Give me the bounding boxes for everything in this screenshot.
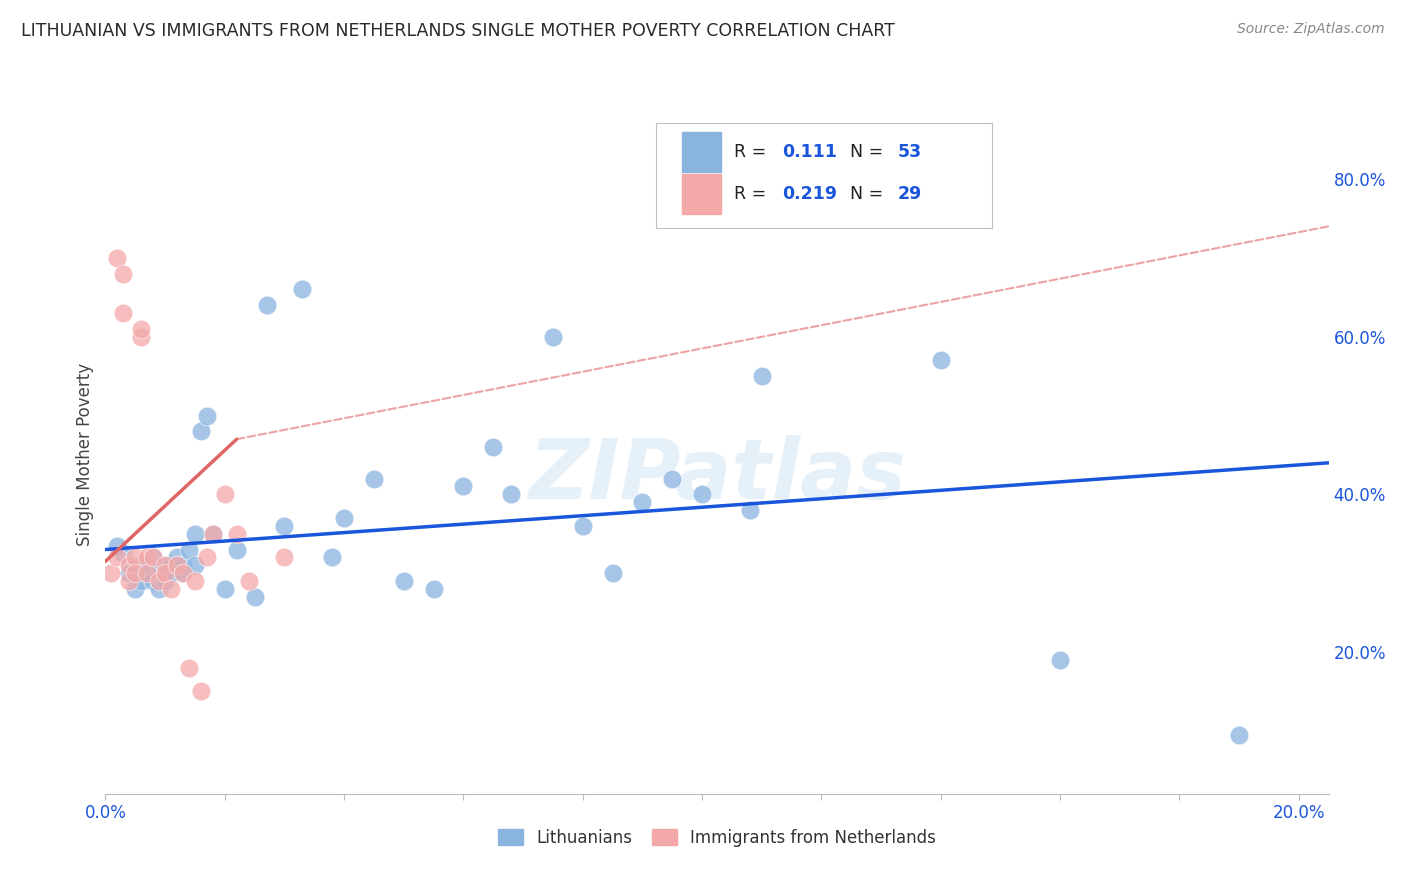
Point bbox=[225, 542, 247, 557]
Point bbox=[136, 550, 159, 565]
Point bbox=[453, 479, 475, 493]
Point bbox=[100, 566, 122, 581]
Point bbox=[363, 472, 385, 486]
Point bbox=[172, 566, 194, 581]
Point bbox=[172, 566, 194, 581]
FancyBboxPatch shape bbox=[682, 132, 721, 172]
Point bbox=[129, 329, 152, 343]
Point bbox=[118, 574, 141, 588]
Point bbox=[661, 472, 683, 486]
Point bbox=[602, 566, 624, 581]
Point bbox=[177, 542, 200, 557]
Text: R =: R = bbox=[734, 185, 772, 202]
Point bbox=[273, 550, 295, 565]
Point bbox=[214, 487, 236, 501]
Point bbox=[118, 566, 141, 581]
Point bbox=[124, 566, 146, 581]
Point bbox=[105, 539, 128, 553]
Point bbox=[333, 511, 356, 525]
Point bbox=[631, 495, 654, 509]
Point bbox=[321, 550, 343, 565]
Point bbox=[129, 574, 152, 588]
Point bbox=[129, 558, 152, 573]
Point bbox=[225, 526, 247, 541]
Point bbox=[214, 582, 236, 596]
Point bbox=[153, 566, 176, 581]
Text: ZIPatlas: ZIPatlas bbox=[529, 434, 905, 516]
Point bbox=[501, 487, 523, 501]
FancyBboxPatch shape bbox=[682, 174, 721, 214]
Point bbox=[142, 574, 165, 588]
Point bbox=[201, 526, 224, 541]
Point bbox=[136, 566, 159, 581]
Text: R =: R = bbox=[734, 143, 772, 161]
Point bbox=[238, 574, 260, 588]
Point bbox=[124, 582, 146, 596]
Point bbox=[572, 519, 595, 533]
Point bbox=[690, 487, 713, 501]
Point bbox=[195, 550, 218, 565]
Point bbox=[738, 503, 761, 517]
Point bbox=[148, 574, 170, 588]
Point bbox=[422, 582, 444, 596]
Point bbox=[172, 558, 194, 573]
Text: LITHUANIAN VS IMMIGRANTS FROM NETHERLANDS SINGLE MOTHER POVERTY CORRELATION CHAR: LITHUANIAN VS IMMIGRANTS FROM NETHERLAND… bbox=[21, 22, 896, 40]
Point bbox=[160, 582, 183, 596]
Point bbox=[273, 519, 295, 533]
Text: 0.219: 0.219 bbox=[782, 185, 837, 202]
Point bbox=[184, 558, 207, 573]
Point bbox=[166, 550, 188, 565]
Point bbox=[751, 369, 773, 384]
Text: 0.111: 0.111 bbox=[782, 143, 837, 161]
Point bbox=[184, 574, 207, 588]
Y-axis label: Single Mother Poverty: Single Mother Poverty bbox=[76, 363, 94, 547]
Legend: Lithuanians, Immigrants from Netherlands: Lithuanians, Immigrants from Netherlands bbox=[491, 822, 943, 854]
Text: 29: 29 bbox=[898, 185, 922, 202]
Point bbox=[1049, 653, 1071, 667]
Point bbox=[160, 566, 183, 581]
Text: Source: ZipAtlas.com: Source: ZipAtlas.com bbox=[1237, 22, 1385, 37]
Point bbox=[118, 558, 141, 573]
Point bbox=[142, 550, 165, 565]
Text: N =: N = bbox=[851, 143, 889, 161]
Point bbox=[136, 558, 159, 573]
Point bbox=[124, 566, 146, 581]
Text: 53: 53 bbox=[898, 143, 922, 161]
Point bbox=[291, 282, 314, 296]
Point bbox=[184, 526, 207, 541]
Point bbox=[124, 550, 146, 565]
Point bbox=[148, 558, 170, 573]
FancyBboxPatch shape bbox=[655, 123, 993, 227]
Point bbox=[153, 558, 176, 573]
Point bbox=[256, 298, 278, 312]
Point bbox=[112, 546, 135, 560]
Point bbox=[153, 574, 176, 588]
Point bbox=[392, 574, 415, 588]
Point bbox=[153, 566, 176, 581]
Point bbox=[195, 409, 218, 423]
Point bbox=[148, 566, 170, 581]
Point bbox=[190, 684, 212, 698]
Point bbox=[201, 526, 224, 541]
Point bbox=[105, 251, 128, 265]
Point bbox=[112, 267, 135, 281]
Point bbox=[482, 440, 505, 454]
Point bbox=[243, 590, 266, 604]
Point bbox=[541, 329, 564, 343]
Point bbox=[112, 306, 135, 320]
Point bbox=[148, 582, 170, 596]
Point bbox=[1227, 728, 1250, 742]
Point bbox=[190, 424, 212, 438]
Point bbox=[166, 558, 188, 573]
Point bbox=[136, 566, 159, 581]
Point bbox=[166, 558, 188, 573]
Point bbox=[105, 550, 128, 565]
Point bbox=[142, 550, 165, 565]
Text: N =: N = bbox=[851, 185, 889, 202]
Point bbox=[129, 322, 152, 336]
Point bbox=[929, 353, 952, 368]
Point bbox=[160, 558, 183, 573]
Point bbox=[177, 661, 200, 675]
